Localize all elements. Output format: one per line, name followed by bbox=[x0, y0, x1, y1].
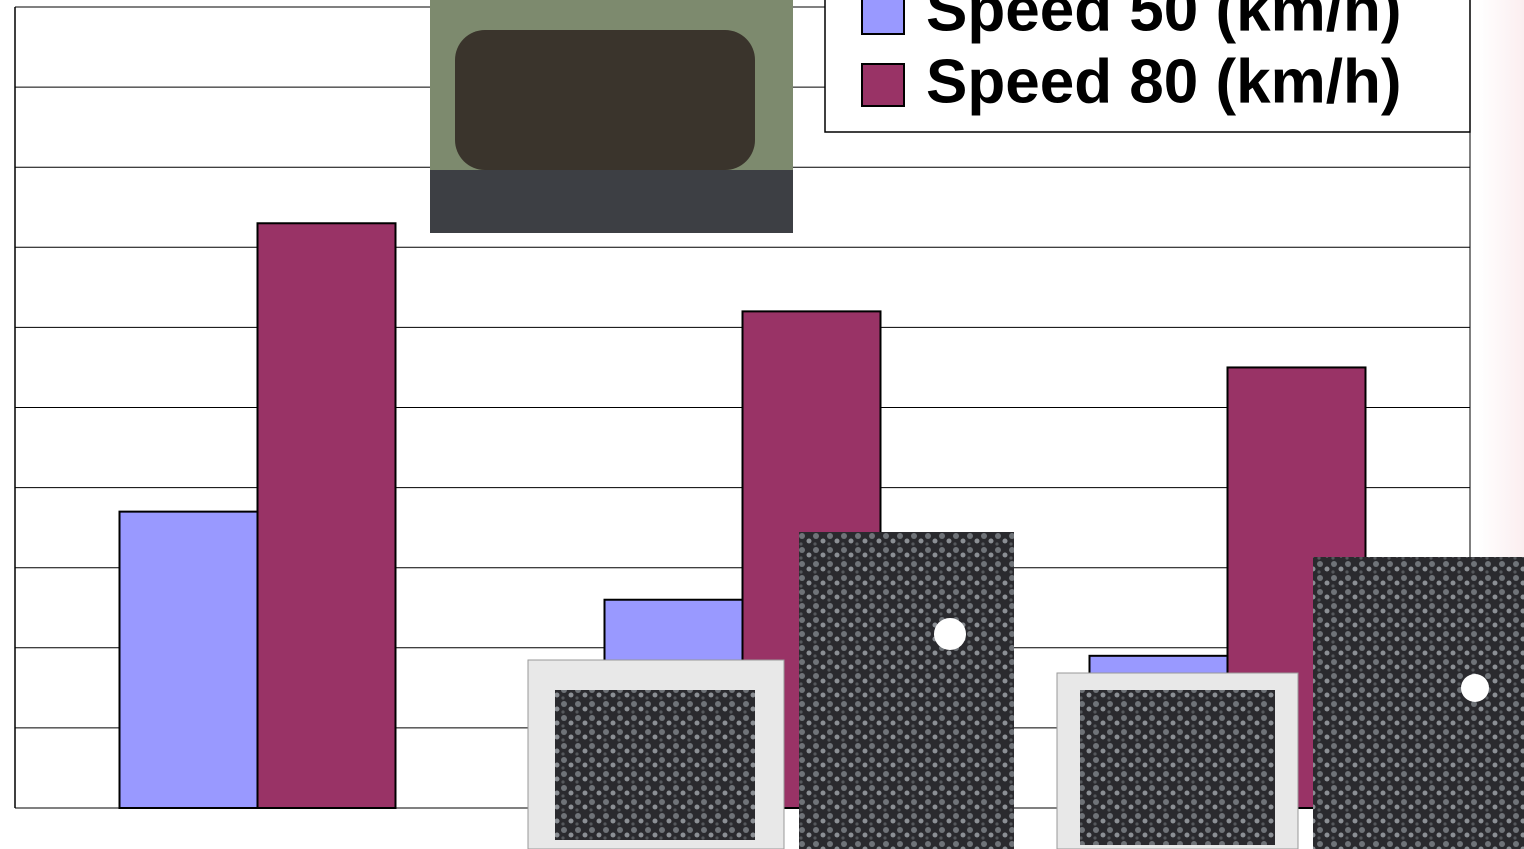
sample-block bbox=[1080, 690, 1275, 845]
marker bbox=[1461, 674, 1489, 702]
car-body bbox=[455, 30, 755, 170]
photos bbox=[430, 0, 1524, 849]
legend: Speed 50 (km/h)Speed 80 (km/h) bbox=[824, 0, 1471, 133]
surface-photo bbox=[799, 532, 1014, 849]
legend-label: Speed 50 (km/h) bbox=[926, 0, 1401, 44]
legend-label: Speed 80 (km/h) bbox=[926, 47, 1401, 116]
marker bbox=[934, 618, 966, 650]
sample-block bbox=[555, 690, 755, 840]
bar bbox=[118, 510, 259, 809]
legend-box bbox=[824, 0, 1471, 133]
legend-swatch bbox=[861, 0, 905, 35]
legend-swatch bbox=[861, 63, 905, 107]
surface-photo bbox=[1313, 557, 1524, 849]
road bbox=[430, 170, 793, 233]
bar bbox=[256, 222, 397, 809]
